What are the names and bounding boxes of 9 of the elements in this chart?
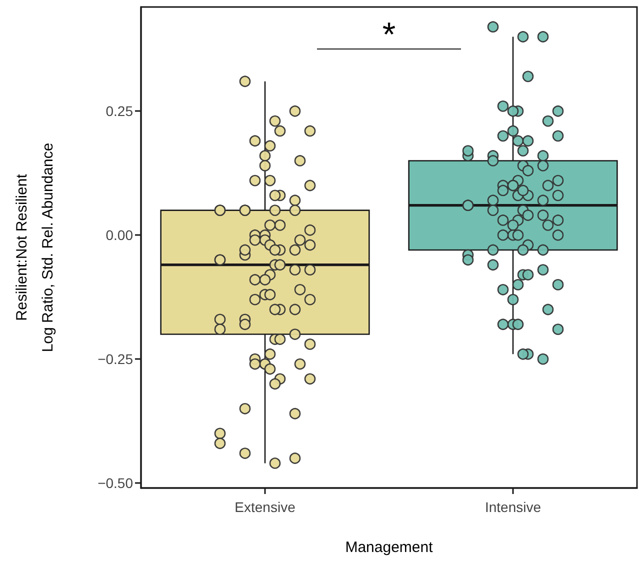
y-axis-title: Resilient:Not Resilient Log Ratio, Std. Rel. Abundance: [14, 142, 56, 352]
y-tick-label: 0.00: [106, 227, 134, 244]
y-tick-label: −0.25: [98, 351, 134, 368]
y-tick-label: 0.25: [106, 103, 134, 120]
y-tick-label: −0.50: [98, 475, 134, 492]
x-tick-label: Extensive: [234, 499, 296, 515]
annotation: *: [382, 16, 396, 54]
x-tick-label: Intensive: [484, 499, 542, 515]
x-axis-title: Management: [345, 539, 434, 556]
